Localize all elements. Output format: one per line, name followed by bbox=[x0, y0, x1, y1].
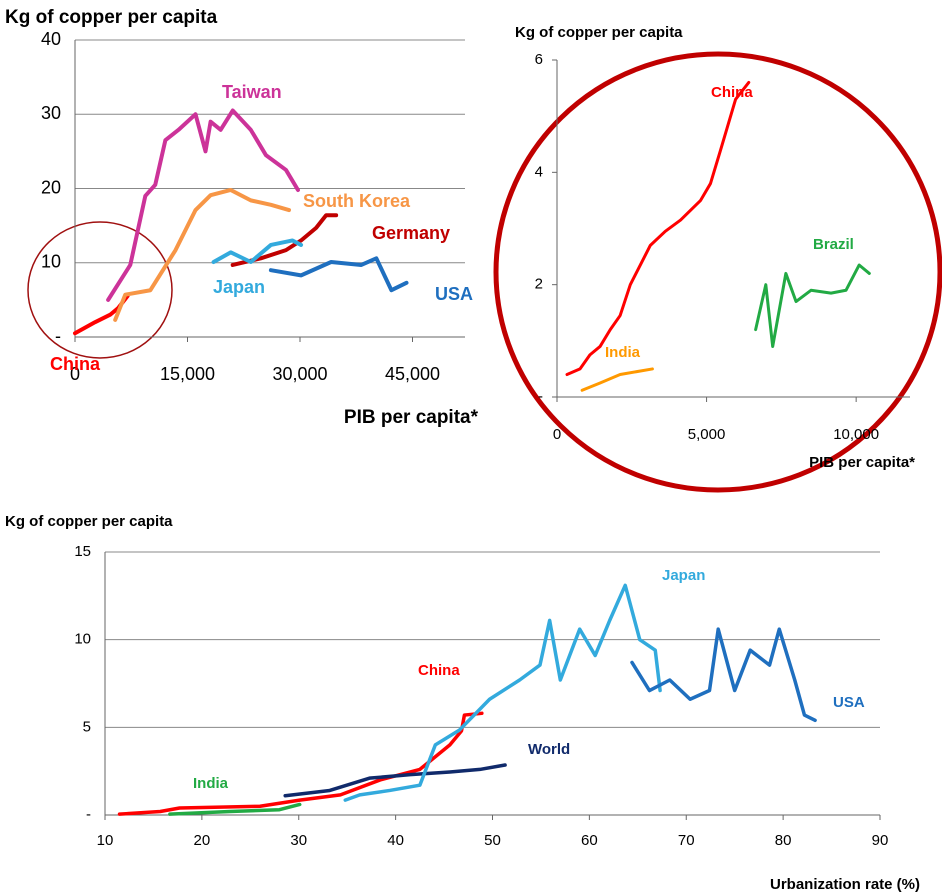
series-line bbox=[211, 238, 304, 265]
highlight-circle bbox=[493, 51, 942, 493]
series-label: China bbox=[50, 354, 101, 374]
chart-title: Kg of copper per capita bbox=[5, 513, 173, 530]
x-axis-label: PIB per capita* bbox=[809, 454, 915, 471]
series-label: Germany bbox=[372, 223, 450, 243]
x-tick-label: 50 bbox=[484, 832, 501, 849]
chart-title: Kg of copper per capita bbox=[5, 7, 218, 28]
series-line bbox=[268, 256, 409, 293]
series-label: China bbox=[711, 84, 753, 101]
series-line bbox=[754, 263, 871, 348]
y-tick-label: 20 bbox=[41, 177, 61, 197]
y-tick-label: 30 bbox=[41, 103, 61, 123]
x-tick-label: 45,000 bbox=[385, 364, 440, 384]
y-tick-label: 15 bbox=[74, 543, 91, 560]
y-tick-label: 40 bbox=[41, 29, 61, 49]
x-tick-label: 0 bbox=[70, 364, 80, 384]
series-line bbox=[230, 213, 339, 267]
x-tick-label: 20 bbox=[194, 832, 211, 849]
x-tick-label: 40 bbox=[387, 832, 404, 849]
y-tick-label: 10 bbox=[41, 252, 61, 272]
series-line bbox=[630, 627, 817, 723]
highlight-circle bbox=[27, 221, 173, 359]
x-tick-label: 80 bbox=[775, 832, 792, 849]
x-tick-label: 10 bbox=[97, 832, 114, 849]
series-line bbox=[168, 802, 302, 816]
y-tick-label: 6 bbox=[535, 51, 543, 68]
series-line bbox=[565, 80, 751, 377]
series-label: World bbox=[528, 741, 570, 758]
x-tick-label: 60 bbox=[581, 832, 598, 849]
x-tick-label: 0 bbox=[553, 426, 561, 443]
x-tick-label: 15,000 bbox=[160, 364, 215, 384]
y-tick-label: - bbox=[538, 388, 543, 405]
series-label: Taiwan bbox=[222, 82, 282, 102]
y-tick-label: - bbox=[86, 806, 91, 823]
y-tick-label: 5 bbox=[83, 718, 91, 735]
x-tick-label: 70 bbox=[678, 832, 695, 849]
series-label: India bbox=[605, 344, 641, 361]
series-label: China bbox=[418, 662, 460, 679]
x-tick-label: 30,000 bbox=[272, 364, 327, 384]
series-label: India bbox=[193, 775, 229, 792]
x-tick-label: 30 bbox=[290, 832, 307, 849]
series-label: USA bbox=[833, 694, 865, 711]
series-line bbox=[73, 294, 130, 336]
series-label: Japan bbox=[213, 277, 265, 297]
series-label: Brazil bbox=[813, 236, 854, 253]
chart-title: Kg of copper per capita bbox=[515, 24, 683, 41]
series-line bbox=[106, 108, 300, 302]
series-label: Japan bbox=[662, 567, 705, 584]
x-axis-label: Urbanization rate (%) bbox=[770, 876, 920, 893]
series-line bbox=[343, 583, 662, 802]
x-axis-label: PIB per capita* bbox=[344, 407, 479, 428]
series-line bbox=[283, 763, 507, 798]
series-label: South Korea bbox=[303, 191, 411, 211]
series-line bbox=[113, 187, 291, 322]
x-tick-label: 10,000 bbox=[833, 426, 879, 443]
y-tick-label: 10 bbox=[74, 631, 91, 648]
series-line bbox=[580, 367, 654, 392]
y-tick-label: 2 bbox=[535, 276, 543, 293]
x-tick-label: 5,000 bbox=[688, 426, 726, 443]
y-tick-label: - bbox=[55, 326, 61, 346]
y-tick-label: 4 bbox=[535, 163, 543, 180]
x-tick-label: 90 bbox=[872, 832, 889, 849]
series-label: USA bbox=[435, 284, 473, 304]
